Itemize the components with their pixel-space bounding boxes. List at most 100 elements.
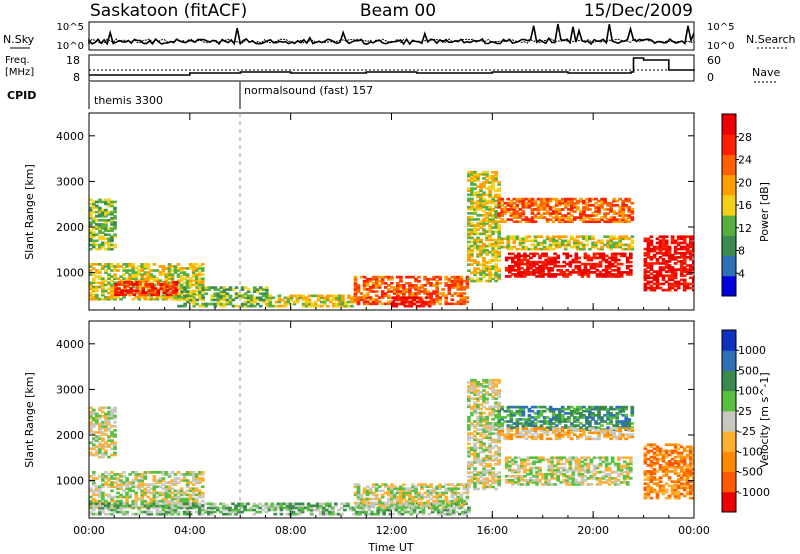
heatmap-cell: [246, 508, 250, 512]
heatmap-cell: [122, 510, 126, 514]
heatmap-cell: [188, 283, 193, 287]
heatmap-cell: [618, 212, 623, 215]
heatmap-cell: [488, 220, 492, 223]
heatmap-cell: [479, 246, 483, 250]
heatmap-cell: [117, 287, 121, 290]
heatmap-cell: [612, 197, 616, 201]
heatmap-cell: [689, 272, 693, 276]
heatmap-cell: [643, 278, 648, 282]
heatmap-cell: [182, 502, 187, 506]
heatmap-cell: [174, 291, 179, 294]
heatmap-cell: [98, 277, 102, 281]
heatmap-cell: [473, 450, 477, 454]
heatmap-cell: [438, 282, 443, 285]
heatmap-cell: [225, 504, 229, 508]
heatmap-cell: [606, 416, 610, 419]
heatmap-cell: [467, 244, 471, 248]
heatmap-cell: [551, 220, 556, 224]
heatmap-cell: [219, 302, 224, 306]
heatmap-cell: [579, 218, 583, 221]
heatmap-cell: [670, 278, 675, 282]
heatmap-cell: [334, 504, 338, 508]
heatmap-cell: [295, 300, 300, 304]
heatmap-cell: [402, 505, 406, 509]
heatmap-cell: [134, 473, 139, 476]
heatmap-cell: [470, 191, 474, 195]
heatmap-cell: [185, 481, 190, 484]
heatmap-cell: [365, 485, 370, 489]
heatmap-cell: [374, 294, 379, 297]
heatmap-cell: [548, 426, 553, 429]
heatmap-cell: [576, 247, 580, 251]
heatmap-cell: [646, 274, 651, 278]
heatmap-cell: [482, 269, 486, 273]
heatmap-cell: [456, 279, 461, 283]
heatmap-cell: [396, 499, 400, 503]
heatmap-cell: [329, 300, 333, 304]
heatmap-cell: [387, 288, 391, 291]
heatmap-cell: [98, 219, 102, 222]
heatmap-cell: [194, 504, 199, 508]
heatmap-cell: [541, 252, 545, 256]
heatmap-cell: [158, 512, 163, 516]
heatmap-cell: [194, 499, 199, 503]
heatmap-cell: [570, 237, 574, 241]
heatmap-cell: [143, 505, 148, 509]
heatmap-cell: [92, 453, 96, 457]
heatmap-cell: [473, 411, 477, 415]
heatmap-cell: [134, 267, 139, 270]
heatmap-cell: [613, 260, 618, 264]
heatmap-cell: [414, 489, 418, 493]
heatmap-cell: [518, 247, 523, 251]
heatmap-cell: [595, 264, 600, 268]
heatmap-cell: [191, 497, 196, 501]
heatmap-cell: [170, 510, 175, 514]
heatmap-cell: [164, 491, 169, 495]
heatmap-cell: [553, 258, 557, 262]
heatmap-cell: [326, 294, 330, 298]
heatmap-cell: [170, 506, 175, 510]
heatmap-cell: [240, 502, 244, 506]
heatmap-cell: [467, 240, 471, 244]
heatmap-cell: [553, 260, 557, 264]
heatmap-cell: [692, 243, 694, 247]
heatmap-cell: [506, 424, 511, 427]
heatmap-cell: [408, 282, 412, 285]
heatmap-cell: [167, 512, 172, 516]
heatmap-cell: [95, 200, 99, 204]
heatmap-cell: [164, 499, 169, 503]
heatmap-cell: [132, 293, 137, 297]
heatmap-cell: [182, 273, 187, 276]
heatmap-cell: [500, 431, 505, 435]
heatmap-cell: [482, 483, 486, 487]
heatmap-cell: [600, 206, 604, 209]
heatmap-cell: [453, 277, 458, 281]
heatmap-cell: [141, 289, 146, 292]
heatmap-cell: [371, 302, 376, 306]
heatmap-cell: [485, 397, 489, 401]
heatmap-cell: [283, 296, 288, 300]
heatmap-cell: [467, 389, 471, 392]
heatmap-cell: [418, 298, 423, 302]
heatmap-cell: [467, 175, 471, 178]
heatmap-cell: [600, 405, 604, 409]
heatmap-cell: [550, 266, 554, 270]
heatmap-cell: [479, 255, 483, 258]
heatmap-cell: [396, 284, 400, 287]
heatmap-cell: [585, 426, 589, 429]
heatmap-cell: [140, 273, 145, 276]
heatmap-cell: [482, 246, 486, 250]
heatmap-cell: [420, 501, 424, 505]
heatmap-cell: [485, 391, 489, 394]
heatmap-cell: [491, 209, 495, 213]
heatmap-cell: [167, 473, 172, 476]
heatmap-cell: [356, 290, 361, 293]
heatmap-cell: [612, 235, 616, 239]
heatmap-cell: [533, 424, 538, 427]
heatmap-cell: [479, 446, 483, 450]
heatmap-cell: [396, 487, 400, 491]
heatmap-cell: [551, 212, 556, 215]
heatmap-cell: [482, 405, 486, 409]
heatmap-cell: [488, 175, 492, 178]
heatmap-cell: [673, 276, 678, 280]
